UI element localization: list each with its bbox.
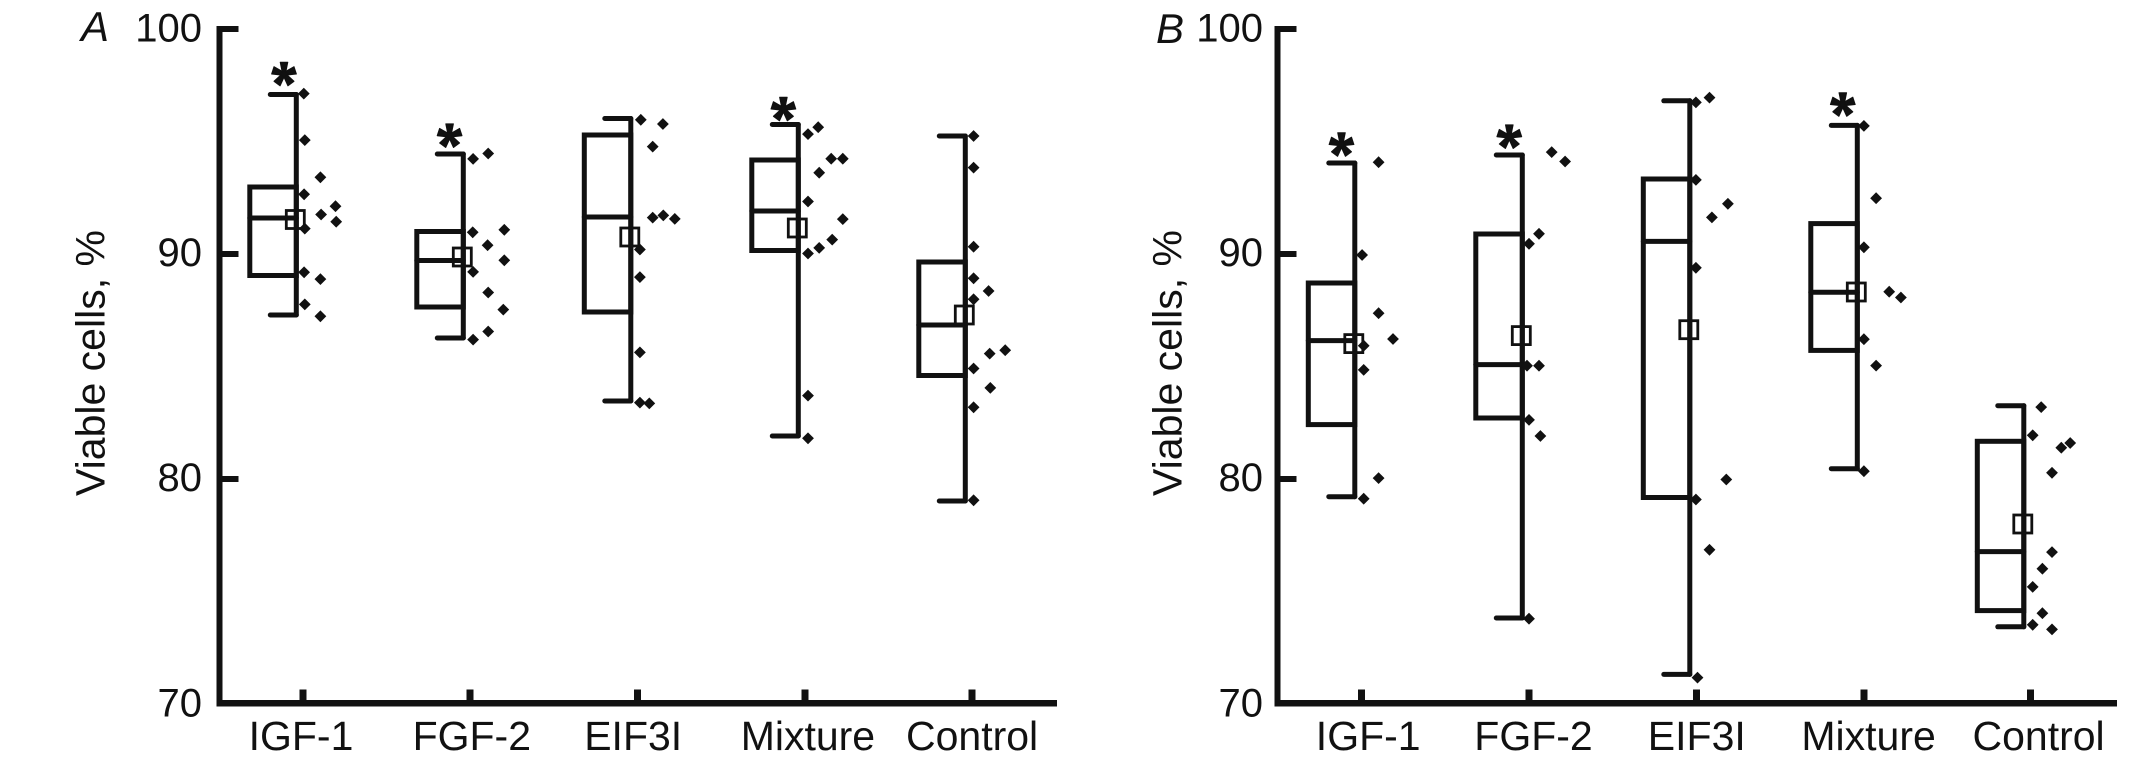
svg-text:FGF-2: FGF-2 [413,713,531,759]
svg-text:70: 70 [1219,682,1264,726]
svg-text:Mixture: Mixture [741,713,875,759]
svg-text:80: 80 [158,456,203,500]
svg-text:80: 80 [1219,456,1264,500]
svg-text:IGF-1: IGF-1 [249,713,354,759]
svg-text:Control: Control [906,713,1038,759]
svg-text:70: 70 [158,682,203,726]
svg-text:90: 90 [1219,231,1264,275]
svg-text:IGF-1: IGF-1 [1316,713,1421,759]
svg-text:A: A [78,3,109,50]
svg-text:Mixture: Mixture [1801,713,1935,759]
svg-text:100: 100 [135,7,202,51]
svg-text:Control: Control [1973,713,2105,759]
svg-text:90: 90 [158,231,203,275]
svg-text:EIF3I: EIF3I [1648,713,1746,759]
svg-text:Viable cells, %: Viable cells, % [68,230,114,496]
svg-text:EIF3I: EIF3I [584,713,682,759]
svg-text:100: 100 [1196,7,1263,51]
svg-text:FGF-2: FGF-2 [1474,713,1592,759]
svg-text:B: B [1156,5,1184,52]
svg-text:Viable cells, %: Viable cells, % [1145,230,1191,496]
